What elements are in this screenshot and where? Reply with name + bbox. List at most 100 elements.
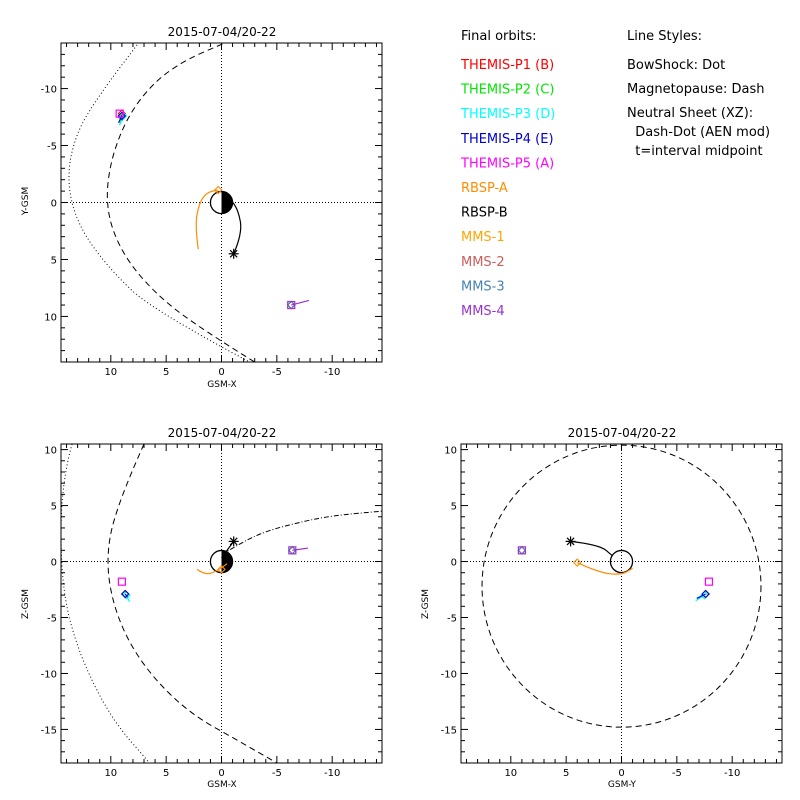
x-tick-label: 5	[163, 367, 169, 378]
marker-themis-p5-a	[117, 577, 126, 586]
line-style-item: Dash-Dot (AEN mod)	[627, 125, 770, 140]
marker-mms-2	[517, 546, 527, 555]
y-axis-label: Z-GSM	[421, 589, 431, 619]
y-tick-label: -5	[47, 142, 57, 153]
orbit-trace-themis-p4-e	[696, 593, 706, 599]
x-tick-label: 0	[218, 768, 224, 779]
orbit-trace-rbsp-a	[576, 562, 633, 575]
line-style-item: Magnetopause: Dash	[627, 82, 764, 97]
orbit-trace-rbsp-b	[224, 196, 242, 255]
orbit-trace-rbsp-a	[195, 189, 219, 250]
earth-night-side	[221, 191, 233, 214]
x-tick-label: 5	[563, 768, 569, 779]
star-stroke	[566, 537, 575, 546]
marker-rbsp-b	[565, 536, 576, 547]
marker-rbsp-a	[572, 558, 582, 567]
x-tick-label: -5	[272, 367, 282, 378]
earth-night-side	[221, 550, 233, 573]
marker-rbsp-b	[228, 536, 239, 547]
y-tick-label: 5	[451, 502, 457, 513]
orbit-legend: Final orbits: THEMIS-P1 (B) THEMIS-P2 (C)…	[460, 29, 555, 319]
y-tick-label: -10	[441, 669, 457, 680]
y-tick-label: 10	[44, 446, 57, 457]
y-tick-label: -10	[41, 669, 57, 680]
line-style-legend: Line Styles: BowShock: Dot Magnetopause:…	[627, 29, 770, 159]
y-tick-label: 5	[51, 502, 57, 513]
x-tick-label: -10	[324, 768, 340, 779]
panel-yz: 2015-07-04/20-22 GSM-Y Z-GSM 10 5 0 -5 -10 -1…	[421, 426, 783, 790]
x-tick-label: 10	[104, 367, 117, 378]
panel-title: 2015-07-04/20-22	[568, 426, 677, 440]
magnetopause-line	[106, 43, 255, 362]
line-style-item: t=interval midpoint	[627, 144, 763, 159]
x-tick-label: 0	[618, 768, 624, 779]
marker-themis-p4-e	[701, 589, 710, 599]
orbit-trace-rbsp-a	[196, 563, 228, 575]
marker-rbsp-b	[228, 248, 239, 259]
x-tick-label: 10	[104, 768, 117, 779]
legend-item: MMS-1	[461, 230, 505, 245]
bowshock-line	[68, 43, 251, 362]
y-tick-label: -5	[447, 613, 457, 624]
line-styles-heading: Line Styles:	[627, 29, 702, 44]
y-tick-label: -15	[41, 725, 57, 736]
marker-themis-p5-a	[115, 109, 124, 118]
plot-area	[61, 43, 382, 362]
y-tick-label: 0	[451, 558, 457, 569]
orbit-trace-themis-p3-d	[695, 594, 705, 602]
y-axis-label: Z-GSM	[21, 589, 31, 619]
x-axis-label: GSM-Y	[608, 780, 637, 790]
legend-item: MMS-2	[461, 255, 505, 270]
marker-mms-1	[517, 546, 527, 555]
marker-themis-p4-e	[117, 111, 127, 121]
x-tick-label: -10	[724, 768, 740, 779]
panel-xz: 2015-07-04/20-22 GSM-X Z-GSM 10 5 0 -5 -10 -1…	[21, 426, 383, 790]
x-tick-label: -5	[672, 768, 682, 779]
marker-mms-3	[517, 546, 527, 555]
plot-area	[61, 444, 382, 763]
legend-item: THEMIS-P4 (E)	[460, 132, 554, 147]
legend-heading: Final orbits:	[461, 29, 537, 44]
legend-item: THEMIS-P2 (C)	[460, 83, 554, 98]
y-tick-label: 5	[51, 255, 57, 266]
neutral-sheet-line	[221, 510, 382, 556]
orbit-trace-mms-4	[292, 547, 308, 551]
y-tick-label: 0	[51, 199, 57, 210]
marker-mms-4	[288, 546, 297, 555]
marker-mms-4	[287, 300, 296, 310]
y-tick-label: 10	[444, 446, 457, 457]
y-tick-label: -5	[47, 613, 57, 624]
line-style-item: Neutral Sheet (XZ):	[627, 106, 753, 121]
marker-themis-p3-d	[118, 111, 128, 121]
legend-item: THEMIS-P3 (D)	[460, 107, 555, 122]
x-axis-label: GSM-X	[207, 780, 236, 790]
x-tick-label: -5	[272, 768, 282, 779]
panel-title: 2015-07-04/20-22	[168, 426, 277, 440]
bowshock-line	[61, 444, 150, 763]
legend-item: THEMIS-P5 (A)	[460, 156, 554, 171]
marker-rbsp-a	[217, 565, 226, 574]
legend-item: RBSP-A	[461, 181, 508, 196]
panel-title: 2015-07-04/20-22	[168, 25, 277, 39]
magnetopause-line	[107, 444, 278, 763]
x-tick-label: -10	[324, 367, 340, 378]
x-tick-label: 5	[163, 768, 169, 779]
earth-icon	[609, 549, 634, 574]
legend-item: THEMIS-P1 (B)	[460, 58, 554, 73]
y-tick-label: 10	[44, 312, 57, 323]
x-tick-label: 10	[504, 768, 517, 779]
orbit-trace-rbsp-b	[570, 540, 614, 557]
star-stroke	[229, 249, 238, 258]
marker-themis-p4-e	[120, 589, 130, 599]
marker-themis-p5-a	[704, 577, 714, 586]
legend-item: MMS-3	[461, 279, 505, 294]
panel-xy: 2015-07-04/20-22 GSM-X Y-GSM 10 5 0 -5 -10 -1…	[21, 25, 383, 390]
x-axis-label: GSM-X	[207, 380, 236, 390]
marker-mms-4	[517, 546, 526, 555]
y-tick-label: -15	[441, 725, 457, 736]
y-axis-label: Y-GSM	[21, 187, 31, 216]
x-tick-label: 0	[218, 367, 224, 378]
y-tick-label: 0	[51, 558, 57, 569]
legend-item: RBSP-B	[461, 206, 508, 221]
